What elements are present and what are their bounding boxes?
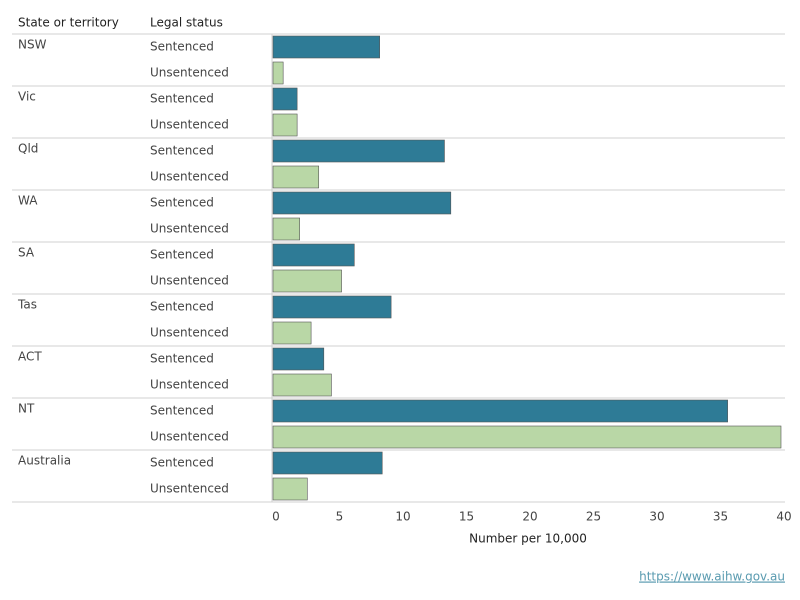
series-label: Sentenced (150, 352, 214, 366)
series-label: Sentenced (150, 404, 214, 418)
category-label: Australia (18, 454, 71, 468)
category-label: NSW (18, 38, 47, 52)
series-label: Sentenced (150, 144, 214, 158)
category-label: Qld (18, 142, 38, 156)
bar (272, 425, 782, 449)
x-tick-label: 10 (395, 510, 410, 524)
x-tick-label: 5 (336, 510, 344, 524)
x-tick-label: 30 (649, 510, 664, 524)
bar (272, 35, 380, 59)
category-label: Vic (18, 90, 36, 104)
series-label: Sentenced (150, 196, 214, 210)
bar (272, 399, 728, 423)
bar (272, 347, 325, 371)
source-link[interactable]: https://www.aihw.gov.au (639, 570, 785, 584)
category-label: Tas (17, 298, 37, 312)
series-header: Legal status (150, 16, 223, 30)
series-label: Unsentenced (150, 222, 229, 236)
bar (272, 451, 383, 475)
series-label: Unsentenced (150, 274, 229, 288)
series-label: Unsentenced (150, 66, 229, 80)
series-label: Sentenced (150, 456, 214, 470)
bar (272, 477, 308, 501)
series-label: Unsentenced (150, 430, 229, 444)
bar (272, 243, 355, 267)
bar (272, 61, 284, 85)
bar (272, 373, 332, 397)
bar (272, 191, 452, 215)
bar (272, 321, 312, 345)
x-tick-label: 0 (272, 510, 280, 524)
category-label: ACT (18, 350, 42, 364)
category-header: State or territory (18, 16, 119, 30)
bar (272, 87, 298, 111)
bar (272, 269, 342, 293)
category-label: WA (18, 194, 38, 208)
series-label: Unsentenced (150, 326, 229, 340)
x-tick-label: 20 (522, 510, 537, 524)
bar (272, 113, 298, 137)
series-label: Unsentenced (150, 118, 229, 132)
x-tick-label: 25 (586, 510, 601, 524)
x-tick-label: 40 (776, 510, 791, 524)
bar (272, 139, 445, 163)
x-tick-label: 35 (713, 510, 728, 524)
bar (272, 295, 392, 319)
series-label: Sentenced (150, 40, 214, 54)
x-tick-label: 15 (459, 510, 474, 524)
series-label: Unsentenced (150, 170, 229, 184)
bar (272, 165, 320, 189)
category-label: NT (18, 402, 35, 416)
bar (272, 217, 300, 241)
series-label: Unsentenced (150, 378, 229, 392)
series-label: Sentenced (150, 300, 214, 314)
category-label: SA (18, 246, 35, 260)
series-label: Unsentenced (150, 482, 229, 496)
series-label: Sentenced (150, 92, 214, 106)
series-label: Sentenced (150, 248, 214, 262)
x-axis-label: Number per 10,000 (469, 532, 587, 546)
